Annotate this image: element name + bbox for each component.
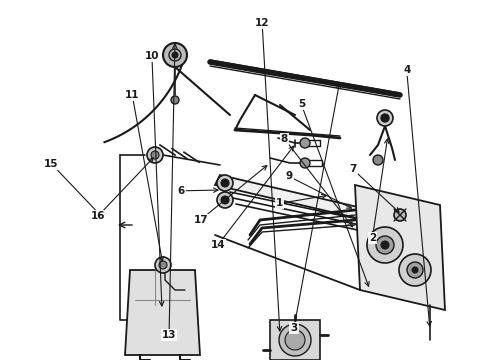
Circle shape xyxy=(381,241,389,249)
Circle shape xyxy=(172,52,178,58)
Text: 13: 13 xyxy=(162,330,176,340)
Circle shape xyxy=(377,110,393,126)
Circle shape xyxy=(367,227,403,263)
Circle shape xyxy=(407,262,423,278)
Circle shape xyxy=(155,257,171,273)
Circle shape xyxy=(285,330,305,350)
Text: 16: 16 xyxy=(91,211,105,221)
Text: 8: 8 xyxy=(281,134,288,144)
Polygon shape xyxy=(270,320,320,360)
Circle shape xyxy=(221,179,229,187)
Circle shape xyxy=(217,175,233,191)
Circle shape xyxy=(399,254,431,286)
Polygon shape xyxy=(355,185,445,310)
Circle shape xyxy=(163,43,187,67)
Polygon shape xyxy=(125,270,200,355)
Text: 3: 3 xyxy=(291,323,297,333)
Circle shape xyxy=(147,147,163,163)
Text: 1: 1 xyxy=(276,198,283,208)
Text: 14: 14 xyxy=(211,240,225,250)
Text: 15: 15 xyxy=(44,159,59,169)
Text: 2: 2 xyxy=(369,233,376,243)
Circle shape xyxy=(373,155,383,165)
Circle shape xyxy=(159,261,167,269)
Text: 7: 7 xyxy=(349,164,357,174)
Circle shape xyxy=(151,151,159,159)
Text: 17: 17 xyxy=(194,215,208,225)
Text: 11: 11 xyxy=(125,90,140,100)
Text: 12: 12 xyxy=(255,18,270,28)
Text: 10: 10 xyxy=(145,51,159,61)
Text: 4: 4 xyxy=(403,65,411,75)
Circle shape xyxy=(394,209,406,221)
Circle shape xyxy=(300,158,310,168)
Text: 9: 9 xyxy=(286,171,293,181)
Circle shape xyxy=(221,196,229,204)
Circle shape xyxy=(171,96,179,104)
Circle shape xyxy=(376,236,394,254)
Text: 5: 5 xyxy=(298,99,305,109)
Circle shape xyxy=(381,114,389,122)
Circle shape xyxy=(412,267,418,273)
Circle shape xyxy=(217,192,233,208)
Polygon shape xyxy=(215,175,435,235)
Circle shape xyxy=(300,138,310,148)
Text: 6: 6 xyxy=(178,186,185,196)
Circle shape xyxy=(279,324,311,356)
